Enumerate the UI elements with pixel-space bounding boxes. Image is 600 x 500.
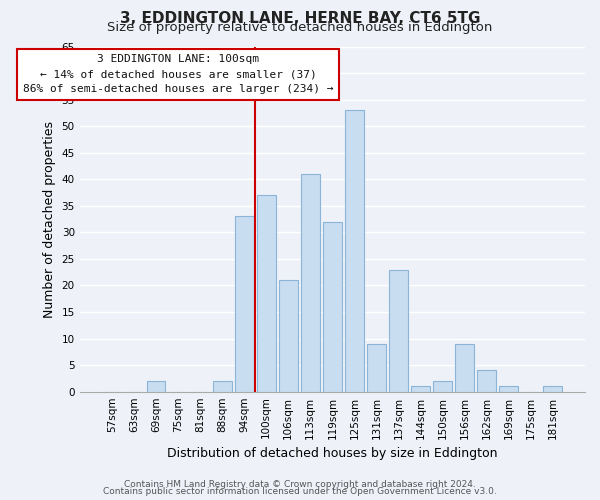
Bar	[367, 344, 386, 392]
Bar	[433, 381, 452, 392]
Text: 3, EDDINGTON LANE, HERNE BAY, CT6 5TG: 3, EDDINGTON LANE, HERNE BAY, CT6 5TG	[120, 11, 480, 26]
Bar	[499, 386, 518, 392]
Bar	[279, 280, 298, 392]
Text: Size of property relative to detached houses in Eddington: Size of property relative to detached ho…	[107, 22, 493, 35]
Bar	[411, 386, 430, 392]
Text: Contains HM Land Registry data © Crown copyright and database right 2024.: Contains HM Land Registry data © Crown c…	[124, 480, 476, 489]
Text: 3 EDDINGTON LANE: 100sqm
← 14% of detached houses are smaller (37)
86% of semi-d: 3 EDDINGTON LANE: 100sqm ← 14% of detach…	[23, 54, 334, 94]
Bar	[389, 270, 408, 392]
Bar	[213, 381, 232, 392]
Bar	[477, 370, 496, 392]
Y-axis label: Number of detached properties: Number of detached properties	[43, 120, 56, 318]
Bar	[323, 222, 342, 392]
Bar	[257, 195, 275, 392]
Bar	[455, 344, 474, 392]
X-axis label: Distribution of detached houses by size in Eddington: Distribution of detached houses by size …	[167, 447, 497, 460]
Bar	[301, 174, 320, 392]
Bar	[345, 110, 364, 392]
Bar	[235, 216, 254, 392]
Bar	[147, 381, 166, 392]
Text: Contains public sector information licensed under the Open Government Licence v3: Contains public sector information licen…	[103, 487, 497, 496]
Bar	[544, 386, 562, 392]
